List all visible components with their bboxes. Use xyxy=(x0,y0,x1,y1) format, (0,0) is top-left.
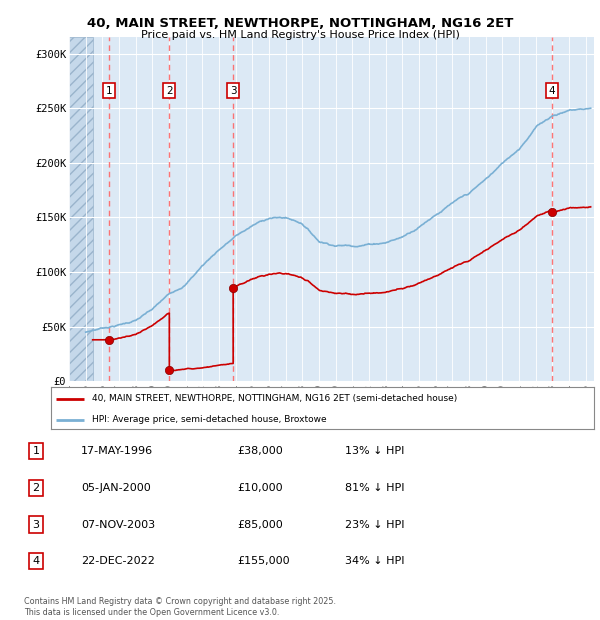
Text: 3: 3 xyxy=(32,520,40,529)
Text: 40, MAIN STREET, NEWTHORPE, NOTTINGHAM, NG16 2ET (semi-detached house): 40, MAIN STREET, NEWTHORPE, NOTTINGHAM, … xyxy=(92,394,457,403)
Text: 13% ↓ HPI: 13% ↓ HPI xyxy=(345,446,404,456)
Text: 4: 4 xyxy=(548,86,555,95)
Bar xyxy=(69,37,92,381)
Text: 1: 1 xyxy=(106,86,112,95)
Text: 1: 1 xyxy=(32,446,40,456)
Text: 07-NOV-2003: 07-NOV-2003 xyxy=(81,520,155,529)
Text: 3: 3 xyxy=(230,86,236,95)
Text: £10,000: £10,000 xyxy=(237,483,283,493)
Text: 40, MAIN STREET, NEWTHORPE, NOTTINGHAM, NG16 2ET: 40, MAIN STREET, NEWTHORPE, NOTTINGHAM, … xyxy=(87,17,513,30)
Text: 4: 4 xyxy=(32,556,40,566)
Text: 17-MAY-1996: 17-MAY-1996 xyxy=(81,446,153,456)
Text: 05-JAN-2000: 05-JAN-2000 xyxy=(81,483,151,493)
Text: 23% ↓ HPI: 23% ↓ HPI xyxy=(345,520,404,529)
Text: 81% ↓ HPI: 81% ↓ HPI xyxy=(345,483,404,493)
Text: 34% ↓ HPI: 34% ↓ HPI xyxy=(345,556,404,566)
Text: 22-DEC-2022: 22-DEC-2022 xyxy=(81,556,155,566)
Text: 2: 2 xyxy=(166,86,173,95)
Text: £155,000: £155,000 xyxy=(237,556,290,566)
Text: £38,000: £38,000 xyxy=(237,446,283,456)
Text: Price paid vs. HM Land Registry's House Price Index (HPI): Price paid vs. HM Land Registry's House … xyxy=(140,30,460,40)
Text: £85,000: £85,000 xyxy=(237,520,283,529)
Text: HPI: Average price, semi-detached house, Broxtowe: HPI: Average price, semi-detached house,… xyxy=(92,415,326,424)
Text: Contains HM Land Registry data © Crown copyright and database right 2025.
This d: Contains HM Land Registry data © Crown c… xyxy=(24,598,336,617)
Text: 2: 2 xyxy=(32,483,40,493)
